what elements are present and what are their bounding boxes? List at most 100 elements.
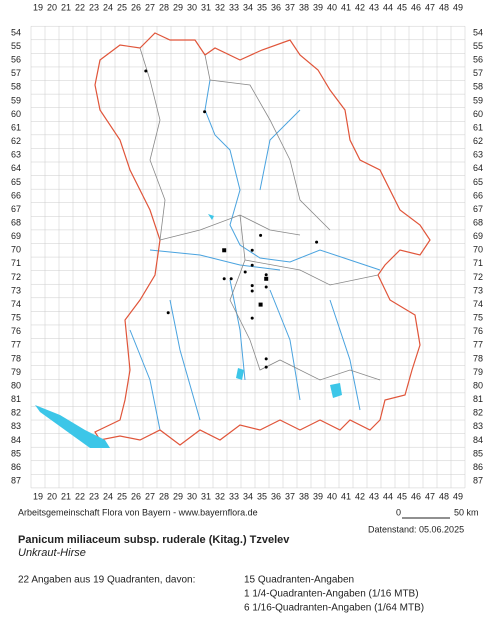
scale-start: 0: [396, 507, 401, 517]
record-dot: [250, 263, 254, 267]
row-label: 73: [473, 285, 483, 295]
row-label: 63: [473, 150, 483, 160]
row-label: 84: [473, 435, 483, 445]
column-label: 25: [117, 2, 127, 12]
row-label: 63: [11, 150, 21, 160]
column-label: 26: [131, 2, 141, 12]
column-label: 49: [453, 2, 463, 12]
row-label: 87: [473, 476, 483, 486]
row-label: 76: [473, 326, 483, 336]
column-label: 25: [117, 491, 127, 501]
column-label: 24: [103, 2, 113, 12]
river: [129, 79, 381, 431]
column-label: 43: [369, 2, 379, 12]
column-label: 19: [33, 491, 43, 501]
column-label: 33: [229, 2, 239, 12]
row-label: 55: [473, 41, 483, 51]
row-label: 66: [11, 190, 21, 200]
row-label: 82: [473, 408, 483, 418]
row-label: 77: [473, 340, 483, 350]
record-dot: [144, 69, 148, 73]
column-label: 28: [159, 491, 169, 501]
row-label: 83: [11, 421, 21, 431]
row-label: 56: [473, 55, 483, 65]
row-label: 72: [11, 272, 21, 282]
row-label: 69: [473, 231, 483, 241]
column-label: 37: [285, 491, 295, 501]
row-label: 77: [11, 340, 21, 350]
record-dot: [250, 248, 254, 252]
row-label: 64: [473, 163, 483, 173]
row-label: 80: [473, 380, 483, 390]
column-label: 33: [229, 491, 239, 501]
column-label: 29: [173, 2, 183, 12]
column-label: 43: [369, 491, 379, 501]
row-label: 78: [473, 353, 483, 363]
column-label: 45: [397, 2, 407, 12]
row-label: 83: [473, 421, 483, 431]
column-label: 27: [145, 2, 155, 12]
column-label: 21: [61, 491, 71, 501]
row-label: 86: [473, 462, 483, 472]
column-label: 34: [243, 491, 253, 501]
column-label: 23: [89, 491, 99, 501]
row-label: 62: [11, 136, 21, 146]
row-label: 58: [11, 82, 21, 92]
row-label: 74: [473, 299, 483, 309]
row-label: 61: [473, 122, 483, 132]
column-label: 47: [425, 2, 435, 12]
date: Datenstand: 05.06.2025: [368, 524, 464, 534]
row-label: 80: [11, 380, 21, 390]
column-label: 22: [75, 2, 85, 12]
column-label: 20: [47, 2, 57, 12]
row-label: 57: [11, 68, 21, 78]
record-dot: [250, 284, 254, 288]
row-label: 56: [11, 55, 21, 65]
row-label: 84: [11, 435, 21, 445]
row-label: 73: [11, 285, 21, 295]
row-label: 60: [473, 109, 483, 119]
column-label: 41: [341, 2, 351, 12]
column-label: 31: [201, 491, 211, 501]
district-borders: [139, 47, 381, 381]
count: 1 1/4-Quadranten-Angaben (1/16 MTB): [244, 589, 419, 600]
column-label: 39: [313, 491, 323, 501]
row-label: 66: [473, 190, 483, 200]
column-label: 23: [89, 2, 99, 12]
row-label: 59: [473, 95, 483, 105]
column-label: 41: [341, 491, 351, 501]
row-label: 59: [11, 95, 21, 105]
column-label: 32: [215, 491, 225, 501]
count: 6 1/16-Quadranten-Angaben (1/64 MTB): [244, 603, 424, 614]
record-dot: [259, 233, 263, 237]
row-label: 60: [11, 109, 21, 119]
row-label: 70: [473, 245, 483, 255]
row-label: 71: [473, 258, 483, 268]
column-label: 49: [453, 491, 463, 501]
common-name: Unkraut-Hirse: [18, 547, 86, 559]
column-label: 48: [439, 491, 449, 501]
column-label: 32: [215, 2, 225, 12]
column-label: 38: [299, 2, 309, 12]
scale-end: 50 km: [454, 507, 479, 517]
row-label: 86: [11, 462, 21, 472]
record-dot: [229, 277, 233, 281]
title: Panicum miliaceum subsp. ruderale (Kitag…: [18, 534, 290, 546]
column-label: 20: [47, 491, 57, 501]
row-label: 79: [473, 367, 483, 377]
record-dot: [250, 289, 254, 293]
row-label: 79: [11, 367, 21, 377]
row-label: 68: [11, 217, 21, 227]
column-label: 34: [243, 2, 253, 12]
column-label: 28: [159, 2, 169, 12]
column-label: 44: [383, 491, 393, 501]
column-label: 44: [383, 2, 393, 12]
row-label: 75: [11, 313, 21, 323]
row-label: 67: [473, 204, 483, 214]
column-label: 40: [327, 491, 337, 501]
column-label: 39: [313, 2, 323, 12]
record-dot: [315, 240, 319, 244]
row-label: 65: [11, 177, 21, 187]
column-label: 42: [355, 491, 365, 501]
row-label: 75: [473, 313, 483, 323]
